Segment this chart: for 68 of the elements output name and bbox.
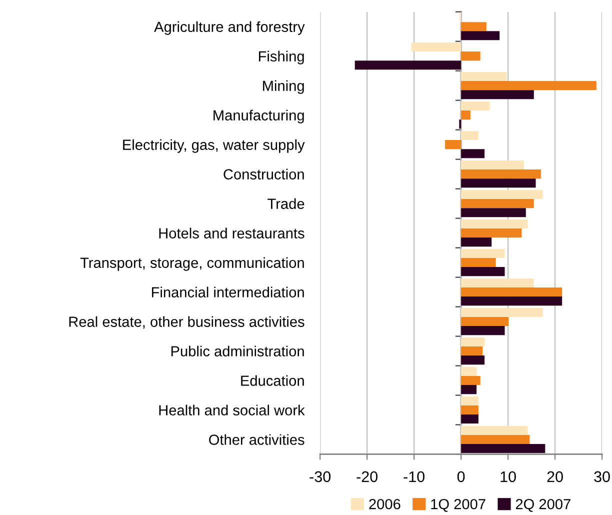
bar bbox=[461, 444, 546, 454]
y-tick-label: Fishing bbox=[258, 50, 304, 64]
bar bbox=[461, 199, 534, 208]
bar bbox=[461, 90, 534, 100]
bar bbox=[461, 296, 562, 306]
bar bbox=[461, 385, 477, 394]
bar bbox=[461, 102, 490, 111]
y-tick-label: Other activities bbox=[209, 434, 304, 445]
y-tick-label: Electricity, gas, water supply bbox=[123, 139, 305, 153]
bar bbox=[461, 258, 496, 268]
bar bbox=[461, 52, 480, 61]
bar bbox=[445, 140, 462, 150]
x-tick-label: -20 bbox=[356, 471, 378, 482]
bar bbox=[461, 346, 483, 356]
bar bbox=[461, 208, 526, 218]
legend-label: 2006 bbox=[369, 498, 400, 510]
bar bbox=[354, 60, 462, 70]
bar bbox=[461, 190, 543, 200]
y-tick-label: Trade bbox=[268, 198, 304, 209]
x-tick-label: 0 bbox=[457, 471, 465, 482]
x-tick-label: 10 bbox=[500, 471, 516, 482]
bar bbox=[461, 308, 543, 317]
bar bbox=[461, 366, 477, 376]
bar bbox=[461, 31, 500, 40]
bar bbox=[461, 316, 509, 326]
legend-label: 2Q 2007 bbox=[516, 498, 570, 512]
bar bbox=[461, 238, 492, 247]
y-tick-label: Manufacturing bbox=[214, 110, 304, 124]
bar bbox=[461, 426, 528, 435]
bar bbox=[461, 81, 596, 90]
y-tick-label: Hotels and restaurants bbox=[159, 228, 304, 238]
bar bbox=[461, 326, 505, 336]
y-tick-label: Health and social work bbox=[159, 404, 305, 416]
bar bbox=[461, 356, 485, 365]
bar bbox=[461, 405, 478, 415]
y-tick-label: Financial intermediation bbox=[152, 286, 304, 298]
bar bbox=[461, 72, 507, 82]
bar bbox=[461, 414, 478, 424]
bar bbox=[461, 170, 541, 179]
legend-label: 1Q 2007 bbox=[431, 498, 486, 512]
bar bbox=[461, 267, 505, 276]
y-tick-label: Education bbox=[241, 375, 304, 386]
bar bbox=[461, 228, 522, 238]
bar bbox=[411, 42, 462, 52]
y-tick-label: Public administration bbox=[171, 346, 304, 356]
bar bbox=[461, 434, 530, 444]
x-tick-label: -30 bbox=[310, 471, 331, 482]
x-tick-label: 30 bbox=[594, 471, 610, 482]
bar bbox=[461, 278, 534, 288]
bar bbox=[461, 160, 524, 170]
bar bbox=[461, 22, 486, 32]
bar bbox=[461, 178, 536, 188]
bar bbox=[461, 376, 480, 386]
bar bbox=[461, 219, 528, 229]
y-tick-label: Real estate, other business activities bbox=[69, 316, 304, 329]
x-tick-label: 20 bbox=[547, 471, 563, 482]
bar bbox=[461, 130, 478, 140]
x-tick-label: -10 bbox=[404, 471, 425, 482]
bar bbox=[461, 396, 478, 406]
bar bbox=[461, 248, 505, 258]
y-tick-label: Agriculture and forestry bbox=[154, 21, 305, 35]
y-tick-label: Mining bbox=[263, 80, 304, 94]
bar bbox=[461, 149, 485, 158]
bar bbox=[461, 288, 562, 297]
bar bbox=[461, 110, 470, 120]
bar bbox=[461, 337, 485, 346]
y-tick-label: Construction bbox=[224, 168, 304, 180]
y-tick-label: Transport, storage, communication bbox=[80, 257, 304, 271]
